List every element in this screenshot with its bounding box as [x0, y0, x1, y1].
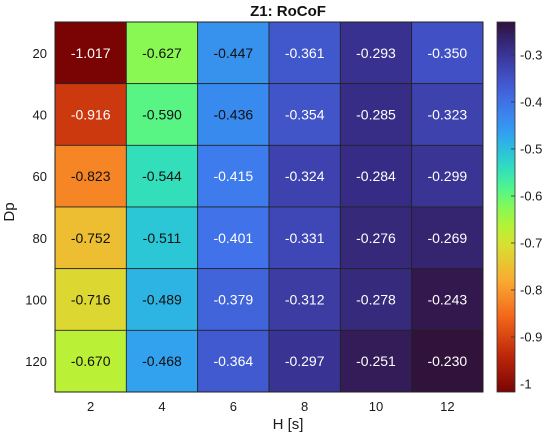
- cell-value-label: -0.312: [285, 292, 325, 308]
- colorbar-tick-label: -0.5: [520, 141, 542, 156]
- heatmap-cell: [54, 21, 127, 85]
- colorbar-tick-label: -0.8: [520, 282, 542, 297]
- heatmap-cell: [54, 329, 127, 393]
- cell-value-label: -0.285: [356, 107, 396, 123]
- cell-value-label: -0.415: [213, 168, 253, 184]
- cell-value-label: -0.350: [427, 45, 467, 61]
- cell-value-label: -0.590: [142, 107, 182, 123]
- cell-value-label: -0.823: [71, 168, 111, 184]
- x-axis-label: H [s]: [273, 416, 304, 433]
- heatmap-cell: [411, 144, 484, 208]
- cell-value-label: -0.278: [356, 292, 396, 308]
- colorbar-tick-label: -0.9: [520, 329, 542, 344]
- plot-frame: [54, 21, 484, 393]
- x-axis-ticks: 2 4 6 8 10 12: [87, 399, 455, 414]
- heatmap-cell: [125, 83, 199, 146]
- cell-value-label: -0.284: [356, 168, 396, 184]
- heatmap-cell: [268, 206, 341, 270]
- cell-value-label: -0.251: [356, 353, 396, 369]
- y-tick-label: 100: [25, 293, 47, 308]
- y-tick-label: 80: [33, 231, 47, 246]
- x-tick-label: 10: [369, 399, 383, 414]
- cell-value-label: -0.243: [427, 292, 467, 308]
- y-tick-label: 120: [25, 354, 47, 369]
- y-tick-label: 20: [33, 46, 47, 61]
- cell-value-label: -0.752: [71, 230, 111, 246]
- cell-value-label: -0.436: [213, 107, 253, 123]
- chart-title: Z1: RoCoF: [250, 3, 326, 20]
- y-tick-label: 40: [33, 108, 47, 123]
- x-tick-label: 8: [301, 399, 308, 414]
- heatmap-cell: [125, 206, 199, 270]
- heatmap-cells: -1.017 -0.627 -0.447 -0.361 -0.293 -0.350 -0.9…: [54, 21, 484, 393]
- y-axis-ticks: 20 40 60 80 100 120: [25, 46, 47, 369]
- cell-value-label: -0.354: [285, 107, 325, 123]
- cell-value-label: -0.511: [143, 230, 182, 246]
- heatmap-cell: [411, 329, 484, 393]
- heatmap-cell: [339, 206, 413, 270]
- cell-value-label: -0.670: [71, 353, 111, 369]
- colorbar-tick-label: -0.6: [520, 188, 542, 203]
- heatmap-cell: [125, 144, 199, 208]
- colorbar-tick-label: -0.3: [520, 47, 542, 62]
- cell-value-label: -0.269: [427, 230, 467, 246]
- colorbar-tick-label: -0.7: [520, 235, 542, 250]
- x-tick-label: 2: [87, 399, 94, 414]
- cell-value-label: -0.324: [285, 168, 325, 184]
- heatmap-cell: [411, 83, 484, 146]
- heatmap-cell: [339, 144, 413, 208]
- cell-value-label: -0.379: [213, 292, 253, 308]
- heatmap-cell: [125, 21, 199, 85]
- colorbar-tick-label: -1: [520, 377, 532, 392]
- cell-value-label: -0.299: [427, 168, 467, 184]
- heatmap-cell: [339, 329, 413, 393]
- heatmap-cell: [411, 21, 484, 85]
- cell-value-label: -0.331: [285, 230, 325, 246]
- x-tick-label: 6: [230, 399, 237, 414]
- colorbar-ticks: -0.3 -0.4 -0.5 -0.6 -0.7 -0.8 -0.9 -1: [511, 47, 542, 392]
- x-tick-label: 4: [158, 399, 165, 414]
- cell-value-label: -0.361: [285, 45, 325, 61]
- cell-value-label: -0.293: [356, 45, 396, 61]
- x-tick-label: 12: [440, 399, 454, 414]
- cell-value-label: -0.627: [142, 45, 182, 61]
- cell-value-label: -0.297: [285, 353, 325, 369]
- y-tick-label: 60: [33, 169, 47, 184]
- cell-value-label: -0.716: [71, 292, 111, 308]
- cell-value-label: -1.017: [71, 45, 111, 61]
- heatmap-cell: [197, 206, 270, 270]
- heatmap-cell: [268, 144, 341, 208]
- cell-value-label: -0.401: [213, 230, 253, 246]
- cell-value-label: -0.489: [142, 292, 182, 308]
- cell-value-label: -0.916: [71, 107, 111, 123]
- cell-value-label: -0.276: [356, 230, 396, 246]
- cell-value-label: -0.230: [427, 353, 467, 369]
- heatmap-cell: [268, 83, 341, 146]
- cell-value-label: -0.447: [213, 45, 253, 61]
- heatmap-cell: [54, 144, 127, 208]
- heatmap-cell: [268, 268, 341, 331]
- cell-value-label: -0.468: [142, 353, 182, 369]
- heatmap-cell: [339, 268, 413, 331]
- colorbar: [496, 21, 516, 393]
- heatmap-cell: [54, 268, 127, 331]
- cell-value-label: -0.364: [213, 353, 253, 369]
- heatmap-cell: [268, 21, 341, 85]
- heatmap-cell: [54, 206, 127, 270]
- colorbar-tick-label: -0.4: [520, 94, 542, 109]
- heatmap-cell: [339, 21, 413, 85]
- cell-value-label: -0.323: [427, 107, 467, 123]
- y-axis-label: Dp: [1, 202, 18, 221]
- heatmap-cell: [197, 268, 270, 331]
- cell-value-label: -0.544: [142, 168, 182, 184]
